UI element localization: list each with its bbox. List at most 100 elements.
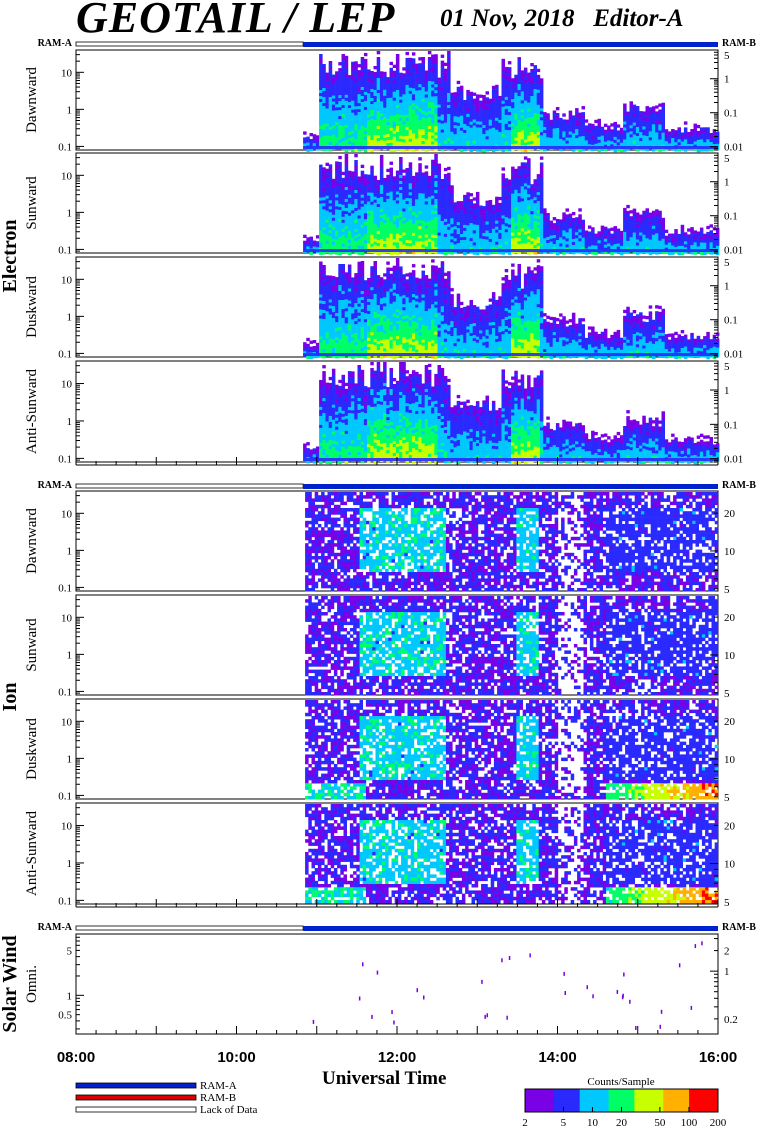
y-tick-label: 1 xyxy=(67,207,73,219)
y-tick-label: 5 xyxy=(724,257,730,269)
solar-wind-speck xyxy=(312,1019,315,1024)
y-tick-label: 20 xyxy=(724,820,736,832)
legend-swatch xyxy=(75,1082,197,1089)
electron-sunward-axes: 10 1 0.1 5 1 0.1 0.01 xyxy=(58,152,743,257)
colorbar-cell xyxy=(586,1089,590,1112)
solar-wind-speck xyxy=(635,1026,637,1030)
ion-anti-sunward-axes: 10 1 0.1 20 10 5 xyxy=(58,802,736,909)
legend-label: RAM-B xyxy=(200,1092,236,1104)
y-tick-label: 10 xyxy=(724,859,736,871)
y-tick-label: 10 xyxy=(61,67,73,79)
colorbar-cell xyxy=(672,1089,677,1112)
colorbar-cell xyxy=(608,1089,613,1112)
colorbar-cell xyxy=(557,1089,561,1112)
colorbar-cell xyxy=(582,1089,587,1112)
y-tick-label: 0.2 xyxy=(724,1014,738,1026)
ion-sunward-label: Sunward xyxy=(24,618,40,672)
colorbar-cell xyxy=(570,1089,574,1112)
colorbar-cell xyxy=(634,1089,639,1112)
lack-of-data-bar xyxy=(75,483,304,489)
colorbar-cell xyxy=(579,1089,584,1112)
electron-dawnward-axes: 10 1 0.1 5 1 0.1 0.01 xyxy=(58,49,743,154)
ion-duskward-label: Duskward xyxy=(24,718,40,780)
colorbar-cell xyxy=(544,1089,549,1112)
colorbar-cell xyxy=(669,1089,674,1112)
colorbar-cell xyxy=(666,1089,671,1112)
colorbar-cell xyxy=(602,1089,606,1112)
y-tick-label: 0.01 xyxy=(724,245,743,257)
electron-duskward-data xyxy=(75,256,720,360)
y-tick-label: 1 xyxy=(724,177,730,189)
colorbar-cell xyxy=(689,1089,693,1112)
y-tick-label: 0.1 xyxy=(58,348,72,360)
solar-wind-speck xyxy=(416,988,418,993)
colorbar-cell xyxy=(598,1089,603,1112)
colorbar-cell xyxy=(573,1089,577,1112)
solar-wind-speck xyxy=(358,996,361,1001)
electron-duskward-label: Duskward xyxy=(24,276,40,338)
ram-a-label: RAM-A xyxy=(38,480,73,491)
colorbar-cell xyxy=(676,1089,680,1112)
solar-wind-speck xyxy=(586,985,588,990)
colorbar-cell xyxy=(650,1089,655,1112)
y-tick-label: 0.1 xyxy=(58,686,72,698)
y-tick-label: 5 xyxy=(724,584,730,596)
ram-b-bar xyxy=(303,926,718,931)
solar-wind-speck xyxy=(622,993,624,998)
colorbar-cell xyxy=(525,1089,529,1112)
electron-sunward-data xyxy=(75,152,720,256)
legend-label: RAM-A xyxy=(200,1080,237,1092)
solar-wind-speck xyxy=(486,1013,488,1018)
legend-label: Lack of Data xyxy=(200,1104,258,1116)
y-tick-label: 0.1 xyxy=(58,790,72,802)
colorbar-cell xyxy=(660,1089,664,1112)
electron-group-label: Electron xyxy=(0,220,21,293)
electron-anti-sunward-label: Anti-Sunward xyxy=(24,369,40,454)
solar-wind-speck xyxy=(659,1024,661,1029)
ram-b-label: RAM-B xyxy=(722,480,756,491)
colorbar-tick-label: 100 xyxy=(681,1117,698,1128)
colorbar-tick-label: 2 xyxy=(522,1117,528,1128)
colorbar-tick-label: 5 xyxy=(561,1117,567,1128)
solar-wind-speck xyxy=(501,958,503,963)
colorbar-cell xyxy=(644,1089,648,1112)
solar-wind-speck xyxy=(393,1020,395,1025)
solar-wind-speck xyxy=(678,963,681,968)
y-tick-label: 5 xyxy=(724,153,730,165)
colorbar-tick-label: 200 xyxy=(710,1117,727,1128)
y-tick-label: 1 xyxy=(67,753,73,765)
colorbar-cell xyxy=(621,1089,626,1112)
ram-b-label: RAM-B xyxy=(722,38,756,49)
solar-wind-speck xyxy=(660,1009,663,1014)
ram-bar: RAM-A RAM-B xyxy=(38,922,757,933)
y-tick-label: 0.1 xyxy=(58,895,72,907)
y-tick-label: 0.1 xyxy=(58,141,72,153)
solar-wind-speck xyxy=(564,991,566,995)
y-tick-label: 5 xyxy=(724,792,730,804)
colorbar-cell xyxy=(695,1089,700,1112)
colorbar-cell xyxy=(592,1089,597,1112)
solar-wind-omni-frame xyxy=(75,933,719,1035)
colorbar-cell xyxy=(589,1089,594,1112)
colorbar-cell xyxy=(624,1089,629,1112)
colorbar-cell xyxy=(640,1089,645,1112)
y-tick-label: 1 xyxy=(724,966,730,978)
ion-sunward-data xyxy=(75,594,719,696)
y-tick-label: 1 xyxy=(67,858,73,870)
solar-wind-speck xyxy=(529,953,531,958)
colorbar-cell xyxy=(663,1089,668,1112)
ram-a-label: RAM-A xyxy=(38,922,73,933)
colorbar-cell xyxy=(627,1089,632,1112)
colorbar-cell xyxy=(647,1089,651,1112)
y-tick-label: 1 xyxy=(724,281,730,293)
colorbar-cell xyxy=(631,1089,635,1112)
y-tick-label: 0.01 xyxy=(724,454,743,466)
colorbar-cell xyxy=(553,1089,558,1112)
x-tick-label: 08:00 xyxy=(57,1049,95,1066)
x-tick-label: 16:00 xyxy=(699,1049,737,1066)
y-tick-label: 0.01 xyxy=(724,142,743,154)
colorbar-cell xyxy=(682,1089,687,1112)
colorbar-cell xyxy=(615,1089,619,1112)
electron-sunward-baseline xyxy=(303,249,718,252)
